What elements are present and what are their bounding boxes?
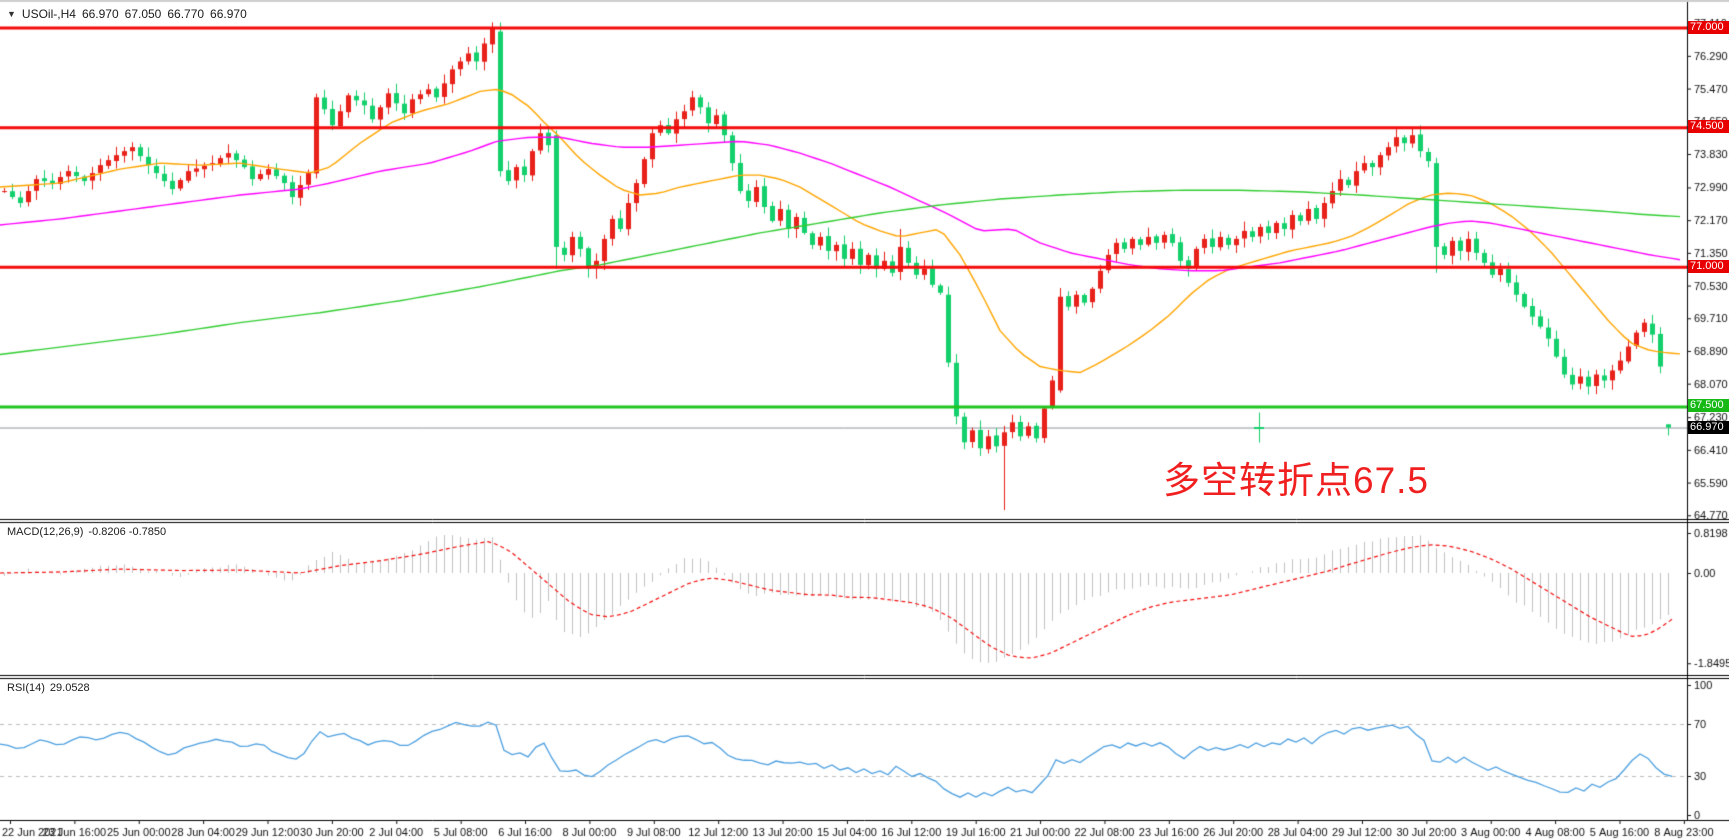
macd-values: -0.8206 -0.7850	[88, 526, 167, 538]
macd-name: MACD(12,26,9)	[7, 526, 84, 538]
symbol-timeframe-label: USOil-,H4	[21, 7, 76, 21]
price-level-tag-71.000: 71.000	[1688, 259, 1729, 273]
price-level-tag-77.000: 77.000	[1688, 20, 1729, 34]
rsi-name: RSI(14)	[7, 682, 45, 694]
price-level-tag-74.500: 74.500	[1688, 120, 1729, 134]
price-level-tag-67.500: 67.500	[1688, 399, 1729, 413]
quote-close: 66.970	[210, 7, 247, 21]
chart-header: ▼ USOil-,H4 66.970 67.050 66.770 66.970	[7, 7, 247, 21]
macd-indicator-label: MACD(12,26,9) -0.8206 -0.7850	[7, 526, 166, 538]
quote-open: 66.970	[81, 7, 119, 21]
quote-high: 67.050	[124, 7, 162, 21]
chevron-down-icon[interactable]: ▼	[7, 9, 16, 19]
rsi-indicator-label: RSI(14) 29.0528	[7, 682, 90, 694]
price-level-tag-66.970: 66.970	[1688, 420, 1729, 434]
rsi-value: 29.0528	[49, 682, 90, 694]
chart-annotation-text: 多空转折点67.5	[1163, 460, 1430, 501]
quote-low: 66.770	[167, 7, 205, 21]
